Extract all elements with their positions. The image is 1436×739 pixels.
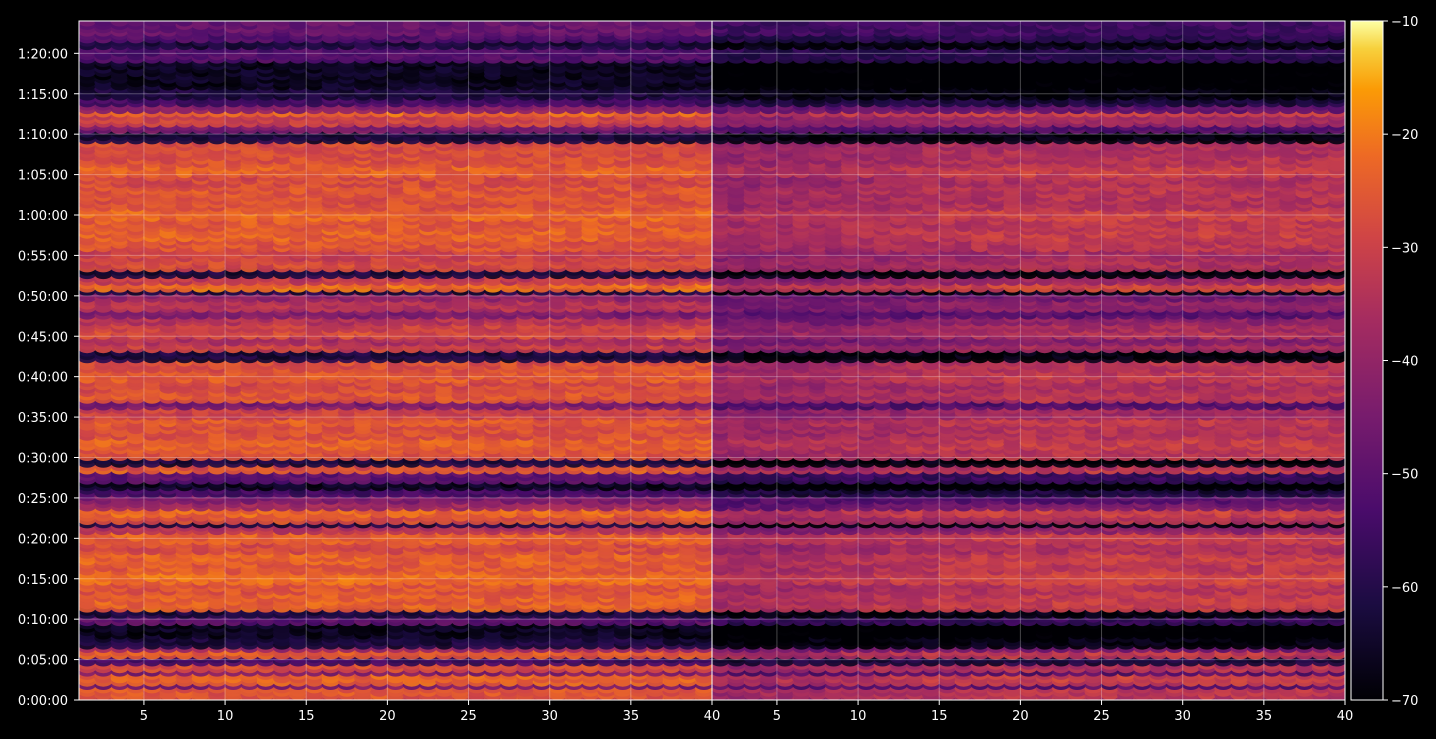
heatmap-cells-left bbox=[79, 21, 712, 700]
heatmap-panel-left bbox=[79, 21, 712, 700]
